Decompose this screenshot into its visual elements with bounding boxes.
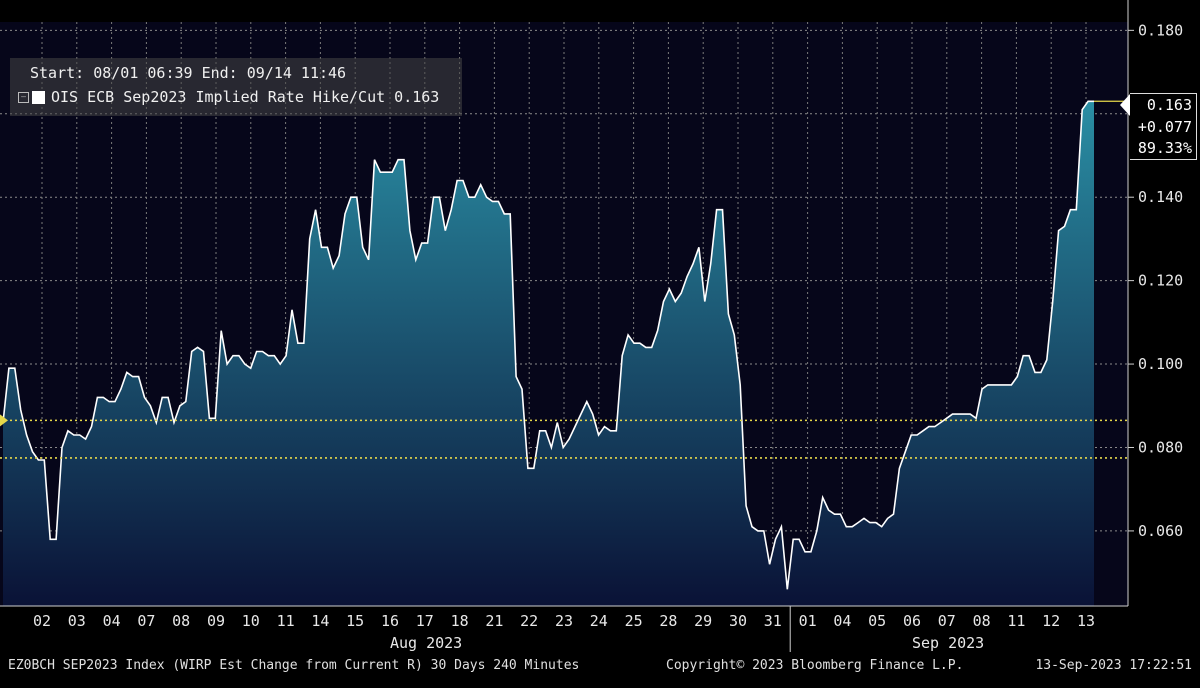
x-tick-label: 12 bbox=[1042, 612, 1060, 630]
x-tick-label: 08 bbox=[172, 612, 190, 630]
x-tick-label: 29 bbox=[694, 612, 712, 630]
x-tick-label: 05 bbox=[868, 612, 886, 630]
x-tick-label: 13 bbox=[1077, 612, 1095, 630]
x-tick-label: 28 bbox=[659, 612, 677, 630]
y-tick-label: 0.060 bbox=[1138, 522, 1183, 540]
x-tick-label: 24 bbox=[590, 612, 608, 630]
last-value: 0.163 bbox=[1146, 96, 1192, 114]
x-tick-label: 25 bbox=[625, 612, 643, 630]
x-tick-label: 01 bbox=[799, 612, 817, 630]
x-tick-label: 18 bbox=[451, 612, 469, 630]
percent-change: 89.33% bbox=[1137, 139, 1192, 157]
x-tick-label: 23 bbox=[555, 612, 573, 630]
x-tick-label: 31 bbox=[764, 612, 782, 630]
series-color-swatch bbox=[32, 90, 45, 104]
x-tick-label: 17 bbox=[416, 612, 434, 630]
legend-series-label: OIS ECB Sep2023 Implied Rate Hike/Cut 0.… bbox=[51, 88, 440, 106]
x-tick-label: 02 bbox=[33, 612, 51, 630]
x-tick-label: 09 bbox=[207, 612, 225, 630]
x-tick-label: 21 bbox=[485, 612, 503, 630]
x-tick-label: 03 bbox=[68, 612, 86, 630]
month-label: Sep 2023 bbox=[912, 634, 984, 652]
y-tick-label: 0.100 bbox=[1138, 355, 1183, 373]
x-tick-label: 22 bbox=[520, 612, 538, 630]
x-tick-label: 06 bbox=[903, 612, 921, 630]
x-tick-label: 11 bbox=[1007, 612, 1025, 630]
footer-timestamp: 13-Sep-2023 17:22:51 bbox=[1035, 658, 1192, 673]
y-tick-label: 0.080 bbox=[1138, 438, 1183, 456]
footer-ticker: EZ0BCH SEP2023 Index (WIRP Est Change fr… bbox=[8, 658, 580, 673]
x-tick-label: 07 bbox=[938, 612, 956, 630]
legend-date-range: Start: 08/01 06:39 End: 09/14 11:46 bbox=[30, 64, 347, 82]
x-tick-label: 08 bbox=[973, 612, 991, 630]
x-tick-label: 11 bbox=[277, 612, 295, 630]
x-tick-label: 15 bbox=[346, 612, 364, 630]
expand-icon[interactable]: – bbox=[18, 91, 29, 103]
pointer-arrow-icon bbox=[1120, 94, 1130, 116]
legend: Start: 08/01 06:39 End: 09/14 11:46 – OI… bbox=[10, 58, 462, 116]
x-tick-label: 10 bbox=[242, 612, 260, 630]
legend-series-entry[interactable]: – OIS ECB Sep2023 Implied Rate Hike/Cut … bbox=[18, 88, 439, 106]
y-tick-label: 0.180 bbox=[1138, 21, 1183, 39]
x-axis: 02 03 04 07 08 09 10 11 14 15 16 17 18 21 22 23 24 25 28 29… bbox=[0, 605, 1128, 652]
x-tick-label: 14 bbox=[311, 612, 329, 630]
x-tick-label: 30 bbox=[729, 612, 747, 630]
change-value: +0.077 bbox=[1137, 118, 1192, 136]
footer-copyright: Copyright© 2023 Bloomberg Finance L.P. bbox=[666, 658, 964, 673]
x-tick-label: 04 bbox=[103, 612, 121, 630]
series-area bbox=[3, 101, 1094, 607]
y-tick-label: 0.120 bbox=[1138, 272, 1183, 290]
reference-marker-icon bbox=[0, 414, 8, 427]
month-label: Aug 2023 bbox=[390, 634, 462, 652]
x-tick-label: 04 bbox=[833, 612, 851, 630]
last-value-tag: 0.163 +0.077 89.33% bbox=[1120, 93, 1197, 160]
y-tick-label: 0.140 bbox=[1138, 188, 1183, 206]
x-tick-label: 16 bbox=[381, 612, 399, 630]
series-line bbox=[2, 100, 1094, 590]
x-tick-label: 07 bbox=[137, 612, 155, 630]
